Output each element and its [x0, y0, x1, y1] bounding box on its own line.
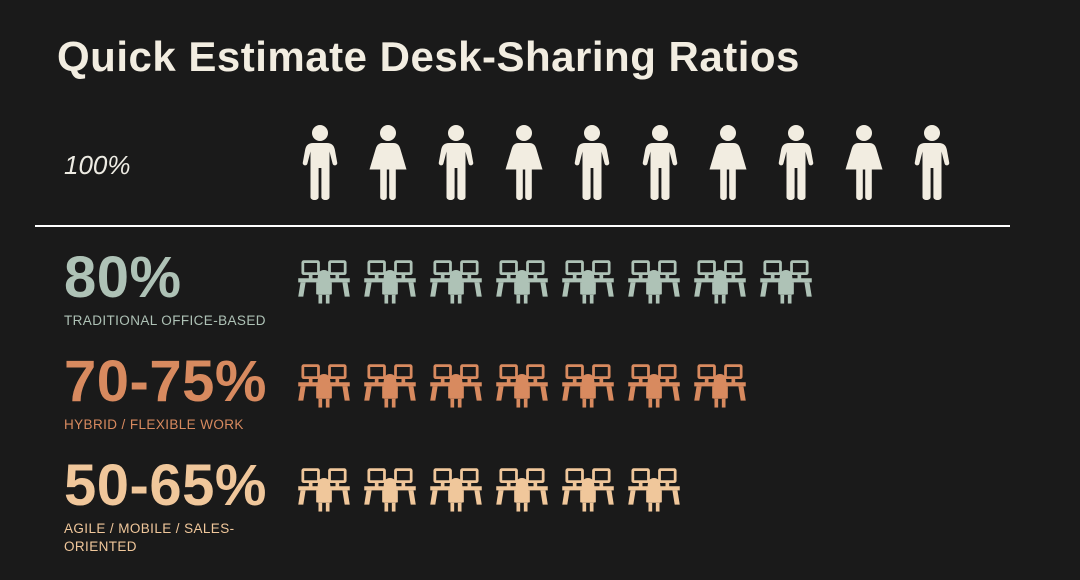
- row-text: 70-75% HYBRID / FLEXIBLE WORK: [64, 349, 292, 434]
- shared-desk-icon: [694, 258, 746, 304]
- woman-icon: [708, 124, 748, 204]
- man-icon: [912, 124, 952, 204]
- shared-desk-icon: [430, 362, 482, 408]
- category-label: TRADITIONAL OFFICE-BASED: [64, 313, 266, 329]
- woman-icon: [504, 124, 544, 204]
- man-icon: [300, 124, 340, 204]
- woman-icon: [844, 124, 884, 204]
- ratio-row-hybrid: 70-75% HYBRID / FLEXIBLE WORK: [0, 349, 1080, 454]
- desk-icon-row: [298, 362, 746, 408]
- shared-desk-icon: [496, 258, 548, 304]
- shared-desk-icon: [628, 362, 680, 408]
- man-icon: [776, 124, 816, 204]
- percent-value: 50-65%: [64, 453, 267, 518]
- ratio-row-traditional: 80% TRADITIONAL OFFICE-BASED: [0, 245, 1080, 350]
- shared-desk-icon: [430, 466, 482, 512]
- row-text: 80% TRADITIONAL OFFICE-BASED: [64, 245, 292, 330]
- percent-value: 80%: [64, 245, 182, 310]
- shared-desk-icon: [694, 362, 746, 408]
- ratio-row-agile: 50-65% AGILE / MOBILE / SALES-ORIENTED: [0, 453, 1080, 558]
- shared-desk-icon: [628, 466, 680, 512]
- man-icon: [572, 124, 612, 204]
- people-row: [300, 124, 952, 204]
- divider-line: [35, 225, 1010, 227]
- shared-desk-icon: [562, 466, 614, 512]
- shared-desk-icon: [298, 258, 350, 304]
- percent-value: 70-75%: [64, 349, 267, 414]
- category-label: HYBRID / FLEXIBLE WORK: [64, 417, 244, 433]
- desk-icon-row: [298, 258, 812, 304]
- shared-desk-icon: [364, 466, 416, 512]
- total-percent-label: 100%: [64, 150, 131, 180]
- page-title: Quick Estimate Desk-Sharing Ratios: [57, 33, 800, 80]
- shared-desk-icon: [298, 362, 350, 408]
- shared-desk-icon: [496, 362, 548, 408]
- shared-desk-icon: [562, 258, 614, 304]
- shared-desk-icon: [496, 466, 548, 512]
- shared-desk-icon: [430, 258, 482, 304]
- shared-desk-icon: [364, 258, 416, 304]
- shared-desk-icon: [364, 362, 416, 408]
- shared-desk-icon: [760, 258, 812, 304]
- shared-desk-icon: [562, 362, 614, 408]
- category-label: AGILE / MOBILE / SALES-ORIENTED: [64, 521, 235, 554]
- man-icon: [640, 124, 680, 204]
- man-icon: [436, 124, 476, 204]
- desk-icon-row: [298, 466, 680, 512]
- row-text: 50-65% AGILE / MOBILE / SALES-ORIENTED: [64, 453, 292, 556]
- shared-desk-icon: [628, 258, 680, 304]
- shared-desk-icon: [298, 466, 350, 512]
- woman-icon: [368, 124, 408, 204]
